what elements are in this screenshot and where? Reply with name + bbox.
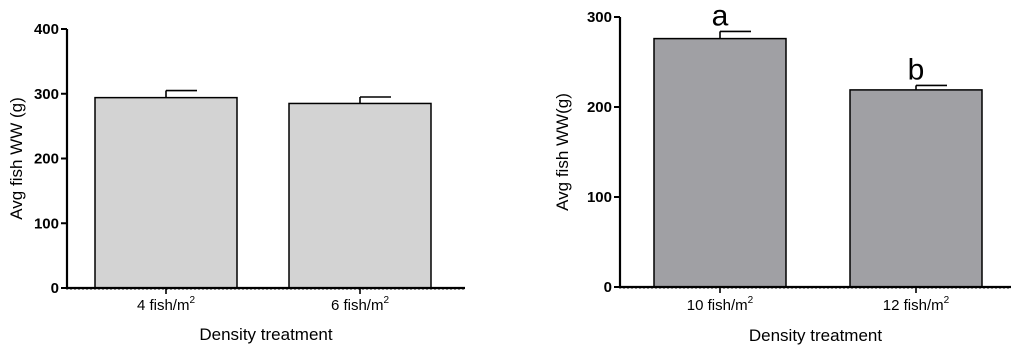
x-axis-title: Density treatment bbox=[199, 325, 332, 344]
x-tick-label: 12 fish/m2 bbox=[883, 295, 950, 314]
y-tick-label: 100 bbox=[587, 189, 612, 206]
y-tick-label: 200 bbox=[34, 151, 59, 168]
y-tick-label: 0 bbox=[604, 279, 612, 296]
y-tick-label: 300 bbox=[34, 86, 59, 103]
right-chart-panel: a b 0 100 200 300 10 fish/m2 12 fish/m2Density … bbox=[553, 0, 1011, 345]
left-chart-panel: 0 100 200 300 400 4 fish/m2 6 fish/m2 Density t… bbox=[7, 21, 465, 344]
x-axis-title: Density treatment bbox=[749, 326, 882, 345]
y-tick-label: 300 bbox=[587, 9, 612, 26]
y-tick-label: 0 bbox=[51, 280, 59, 297]
y-tick-label: 100 bbox=[34, 215, 59, 232]
bar bbox=[94, 96, 238, 289]
x-tick-label: 6 fish/m2 bbox=[331, 295, 390, 314]
bar bbox=[849, 89, 983, 288]
significance-letter: b bbox=[908, 53, 925, 86]
significance-letter: a bbox=[712, 0, 729, 32]
y-axis-title: Avg fish WW(g) bbox=[553, 93, 572, 211]
bar bbox=[288, 102, 432, 289]
y-axis-title: Avg fish WW (g) bbox=[7, 97, 26, 219]
x-tick-label: 10 fish/m2 bbox=[687, 295, 754, 314]
bar bbox=[653, 37, 787, 288]
x-tick-label: 4 fish/m2 bbox=[137, 295, 196, 314]
y-tick-label: 400 bbox=[34, 21, 59, 38]
y-tick-label: 200 bbox=[587, 99, 612, 116]
